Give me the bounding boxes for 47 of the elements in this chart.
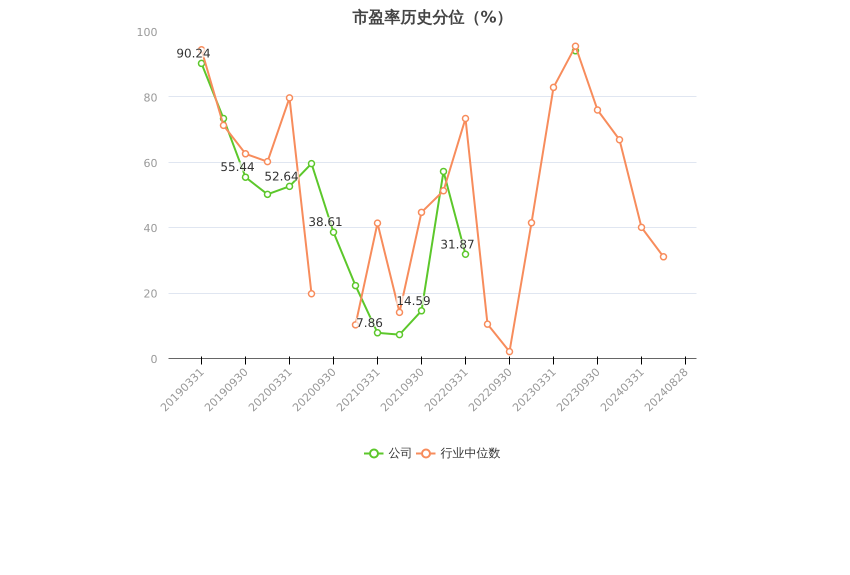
point [462, 114, 470, 122]
point [572, 42, 580, 50]
point [638, 224, 646, 232]
data-label: 90.24 [176, 46, 211, 60]
point [396, 330, 404, 338]
point [242, 173, 250, 181]
y-tick-label: 0 [150, 353, 158, 366]
point [220, 122, 228, 130]
point [242, 150, 250, 158]
point [660, 253, 668, 261]
point [440, 168, 448, 176]
point [484, 320, 492, 328]
point [308, 290, 316, 298]
point [396, 308, 404, 316]
y-tick-label: 20 [144, 288, 158, 301]
data-label: 7.86 [356, 316, 383, 330]
y-tick-label: 40 [144, 222, 158, 236]
data-label: 55.44 [220, 160, 255, 174]
point [198, 60, 206, 68]
point [264, 158, 272, 166]
point [286, 182, 294, 190]
point [418, 307, 426, 315]
y-tick-label: 60 [144, 156, 158, 170]
chart-title: 市盈率历史分位（%） [351, 8, 513, 26]
point [506, 348, 514, 356]
point [330, 228, 338, 236]
point [550, 84, 558, 92]
legend-label: 行业中位数 [440, 444, 500, 462]
point [264, 190, 272, 198]
point [286, 94, 294, 102]
point [418, 208, 426, 216]
data-label: 52.64 [264, 169, 299, 184]
point [528, 219, 536, 227]
point [352, 282, 360, 290]
y-tick-label: 80 [144, 91, 158, 104]
point [440, 187, 448, 194]
y-tick-label: 100 [136, 26, 158, 39]
data-label: 38.61 [308, 215, 343, 230]
point [374, 329, 382, 337]
data-label: 31.87 [440, 237, 475, 252]
legend-label: 公司 [388, 444, 412, 462]
point [374, 219, 382, 227]
point [308, 160, 316, 168]
point [616, 136, 624, 144]
data-label: 14.59 [396, 294, 431, 308]
point [462, 250, 470, 258]
point [594, 106, 602, 114]
